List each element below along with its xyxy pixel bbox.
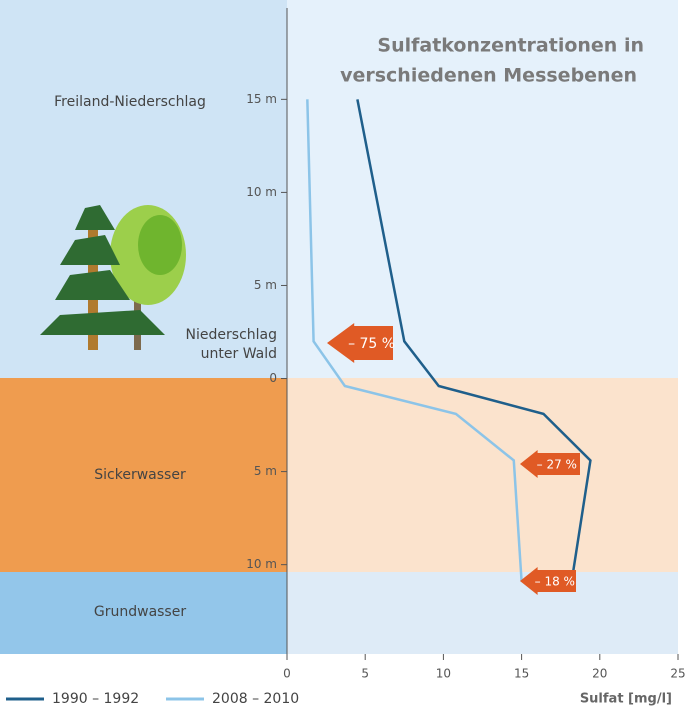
x-axis-label: Sulfat [mg/l] — [580, 692, 672, 707]
x-tick-label: 5 — [361, 667, 369, 681]
change-label: – 18 % — [535, 575, 575, 589]
x-tick-label: 15 — [514, 667, 529, 681]
y-tick-label: 5 m — [254, 464, 277, 478]
zone-label: Freiland-Niederschlag — [54, 94, 206, 110]
zone-ground-plot — [287, 572, 678, 654]
chart-title: Sulfatkonzentrationen in — [377, 35, 644, 57]
x-tick-label: 20 — [592, 667, 607, 681]
legend-label: 2008 – 2010 — [212, 691, 299, 707]
x-tick-label: 25 — [670, 667, 685, 681]
change-label: – 27 % — [537, 458, 577, 472]
y-tick-label: 10 m — [246, 185, 277, 199]
zone-label: Grundwasser — [94, 604, 186, 620]
y-tick-label: 10 m — [246, 557, 277, 571]
chart-title: verschiedenen Messebenen — [340, 65, 637, 87]
x-tick-label: 10 — [436, 667, 451, 681]
x-tick-label: 0 — [283, 667, 291, 681]
zone-label: Sickerwasser — [94, 467, 186, 483]
y-tick-label: 0 — [269, 371, 277, 385]
change-label: – 75 % — [348, 336, 395, 352]
zone-soil-plot — [287, 378, 678, 572]
y-tick-label: 15 m — [246, 92, 277, 106]
zone-sky-plot — [287, 0, 678, 378]
y-tick-label: 5 m — [254, 278, 277, 292]
legend-label: 1990 – 1992 — [52, 691, 139, 707]
chart: Sulfatkonzentrationen in verschiedenen M… — [0, 0, 696, 708]
